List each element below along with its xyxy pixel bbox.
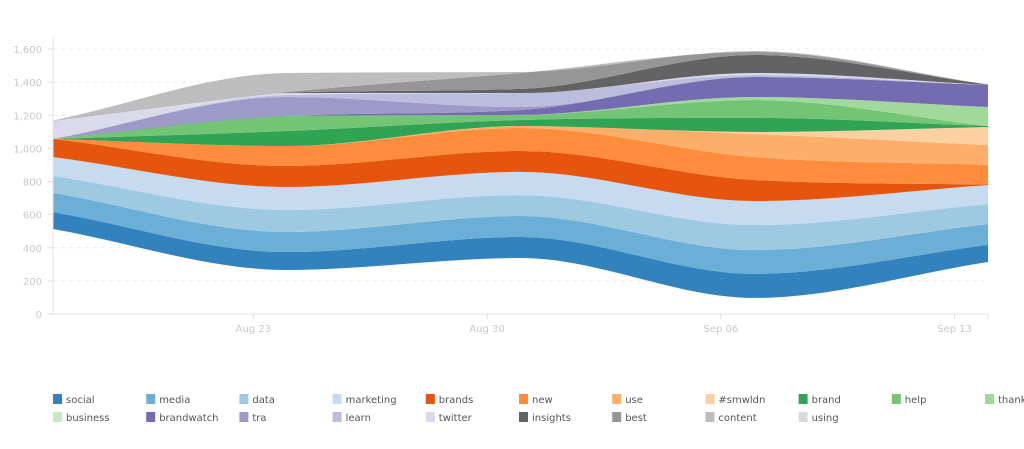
stream-layer-media[interactable] (53, 192, 988, 274)
legend-swatch (239, 412, 249, 422)
legend-swatch (798, 412, 808, 422)
legend-swatch (985, 394, 994, 404)
legend: social media data marketing brands new use #smw… (53, 394, 1024, 424)
legend-item[interactable]: twitter (425, 412, 473, 424)
legend-label: best (625, 413, 647, 424)
legend-label: business (66, 413, 110, 424)
legend-item[interactable]: marketing (332, 394, 397, 406)
y-tick-label: 1,000 (13, 144, 42, 155)
legend-swatch (146, 394, 156, 404)
stream-layer-twitter[interactable] (53, 73, 988, 139)
x-tick-label: Sep 13 (937, 324, 972, 335)
legend-item[interactable]: learn (332, 412, 371, 424)
stream-layer-learn[interactable] (53, 75, 988, 139)
legend-item[interactable]: brandwatch (146, 412, 219, 424)
legend-item[interactable]: use (612, 394, 643, 406)
legend-item[interactable]: media (146, 394, 190, 406)
y-tick-label: 800 (23, 178, 42, 189)
legend-label: social (66, 395, 95, 406)
stream-layer-new[interactable] (53, 128, 988, 185)
legend-swatch (519, 412, 528, 422)
legend-item[interactable]: new (519, 394, 553, 406)
legend-label: data (252, 395, 275, 406)
legend-label: content (718, 413, 756, 424)
legend-swatch (239, 394, 249, 404)
stream-layer-insights[interactable] (53, 54, 988, 122)
stream-layer-use[interactable] (53, 126, 988, 165)
legend-label: using (812, 413, 839, 424)
legend-item[interactable]: social (53, 394, 95, 406)
y-tick-label: 1,400 (13, 78, 42, 89)
legend-label: tra (252, 413, 266, 424)
legend-label: twitter (439, 413, 473, 424)
legend-label: help (905, 395, 927, 406)
legend-item[interactable]: #smwldn (705, 394, 765, 406)
y-tick-label: 600 (23, 211, 42, 222)
legend-swatch (53, 412, 62, 422)
legend-swatch (705, 412, 715, 422)
legend-label: insights (532, 413, 571, 424)
legend-item[interactable]: content (705, 412, 757, 424)
stream-layer-data[interactable] (53, 176, 988, 251)
legend-swatch (798, 394, 808, 404)
x-tick-label: Aug 30 (469, 324, 504, 335)
stream-layer-help[interactable] (53, 100, 988, 139)
y-tick-label: 1,600 (13, 45, 42, 56)
legend-swatch (53, 394, 62, 404)
legend-label: thanks (998, 395, 1024, 406)
legend-swatch (332, 394, 342, 404)
legend-swatch (146, 412, 156, 422)
stream-layer-brands[interactable] (53, 138, 988, 202)
legend-swatch (519, 394, 528, 404)
legend-item[interactable]: tra (239, 412, 267, 424)
x-tick-label: Sep 06 (703, 324, 738, 335)
legend-label: brand (812, 395, 841, 406)
legend-label: brands (439, 395, 473, 406)
stream-layer-best[interactable] (53, 51, 988, 122)
legend-swatch (332, 412, 342, 422)
legend-label: new (532, 395, 553, 406)
legend-label: learn (346, 413, 371, 424)
stream-layer-content[interactable] (53, 50, 988, 122)
legend-label: brandwatch (159, 413, 218, 424)
stream-layer-brandwatch[interactable] (53, 76, 988, 139)
legend-item[interactable]: using (798, 412, 839, 424)
stream-layer-social[interactable] (53, 211, 988, 298)
x-tick-label: Aug 23 (236, 324, 271, 335)
legend-swatch (891, 394, 901, 404)
legend-label: media (159, 395, 190, 406)
legend-label: marketing (346, 395, 397, 406)
legend-item[interactable]: brand (798, 394, 841, 406)
stream-layer-brand[interactable] (53, 117, 988, 147)
legend-label: use (625, 395, 643, 406)
legend-swatch (612, 412, 622, 422)
legend-swatch (705, 394, 715, 404)
legend-item[interactable]: business (53, 412, 110, 424)
legend-item[interactable]: data (239, 394, 275, 406)
legend-item[interactable]: brands (425, 394, 473, 406)
legend-swatch (612, 394, 622, 404)
stream-layers (53, 50, 988, 298)
stream-layer-marketing[interactable] (53, 156, 988, 226)
legend-item[interactable]: insights (519, 412, 571, 424)
y-tick-label: 200 (23, 277, 42, 288)
legend-item[interactable]: best (612, 412, 647, 424)
stream-layer-tra[interactable] (53, 76, 988, 139)
legend-swatch (425, 412, 435, 422)
legend-label: #smwldn (718, 395, 765, 406)
legend-swatch (425, 394, 435, 404)
legend-item[interactable]: thanks (985, 394, 1024, 406)
y-tick-label: 0 (36, 310, 42, 321)
legend-item[interactable]: help (891, 394, 927, 406)
y-tick-label: 400 (23, 244, 42, 255)
axes: 0 200 400 600 800 1,000 1,200 1,400 1,600 Aug 23 A… (13, 36, 989, 335)
y-tick-label: 1,200 (13, 111, 42, 122)
